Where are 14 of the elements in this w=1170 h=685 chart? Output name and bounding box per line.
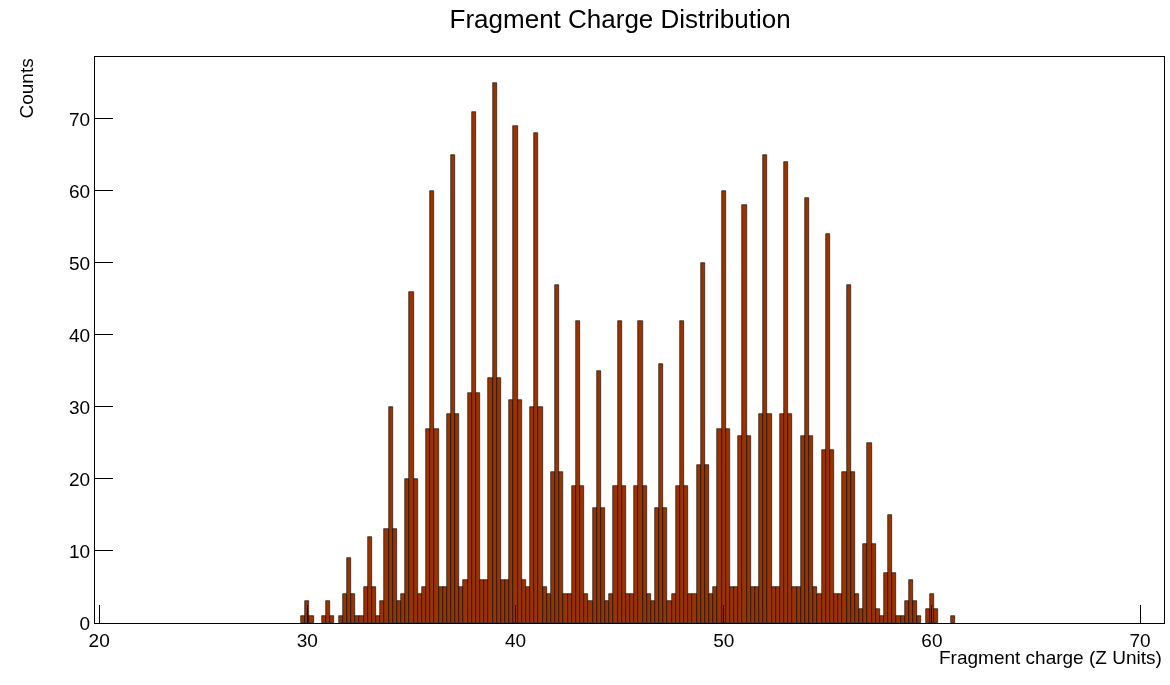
y-tick-label: 60 [69,180,91,202]
y-axis-title: Counts [15,58,37,119]
y-tick-label: 30 [69,396,91,418]
x-tick-label: 20 [88,629,110,651]
y-tick-label: 0 [79,612,91,634]
y-tick-label: 10 [69,540,91,562]
x-tick-label: 40 [504,629,527,651]
x-tick-label: 50 [713,629,735,651]
chart-title: Fragment Charge Distribution [449,4,791,35]
y-tick-label: 40 [69,324,91,346]
y-tick-label: 50 [69,252,91,274]
y-tick-label: 70 [69,108,91,130]
y-tick-label: 20 [69,468,91,490]
x-tick-label: 30 [296,629,318,651]
